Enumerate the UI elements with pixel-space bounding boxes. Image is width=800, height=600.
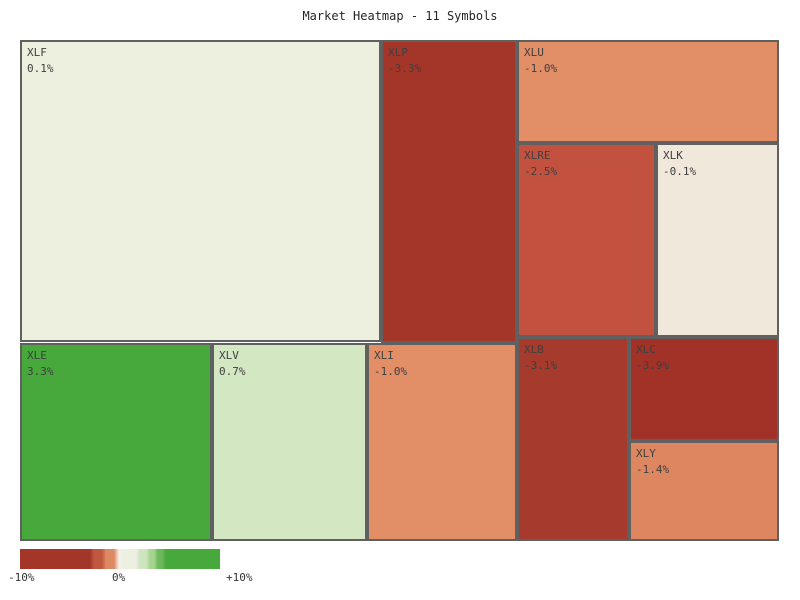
treemap-tile-xly[interactable]: XLY -1.4% [629, 441, 779, 541]
treemap-tile-xlb[interactable]: XLB -3.1% [517, 337, 629, 541]
tile-change: -3.3% [388, 62, 422, 75]
treemap-tile-xlp[interactable]: XLP -3.3% [381, 40, 517, 343]
treemap-tile-xlf[interactable]: XLF 0.1% [20, 40, 381, 342]
tile-symbol: XLV [219, 349, 239, 362]
treemap-tile-xlc[interactable]: XLC -3.9% [629, 337, 779, 441]
treemap-tile-xle[interactable]: XLE 3.3% [20, 343, 212, 541]
tile-change: 0.1% [27, 62, 54, 75]
page-title: Market Heatmap - 11 Symbols [302, 9, 498, 23]
tile-symbol: XLP [388, 46, 408, 59]
tile-change: -1.4% [636, 463, 670, 476]
tile-symbol: XLU [524, 46, 544, 59]
treemap-tile-xlv[interactable]: XLV 0.7% [212, 343, 367, 541]
tile-symbol: XLB [524, 343, 544, 356]
tile-symbol: XLI [374, 349, 394, 362]
tile-symbol: XLE [27, 349, 47, 362]
tile-change: 0.7% [219, 365, 246, 378]
tile-symbol: XLRE [524, 149, 551, 162]
tile-change: -3.1% [524, 359, 558, 372]
tile-symbol: XLY [636, 447, 656, 460]
legend-gradient-bar [20, 549, 220, 569]
legend-min-label: -10% [8, 571, 35, 584]
treemap-tile-xli[interactable]: XLI -1.0% [367, 343, 517, 541]
tile-change: -0.1% [663, 165, 697, 178]
tile-change: -2.5% [524, 165, 558, 178]
tile-symbol: XLK [663, 149, 683, 162]
tile-change: -1.0% [374, 365, 408, 378]
tile-symbol: XLC [636, 343, 656, 356]
tile-change: -3.9% [636, 359, 670, 372]
legend-max-label: +10% [226, 571, 253, 584]
treemap-tile-xlre[interactable]: XLRE -2.5% [517, 143, 656, 337]
tile-change: 3.3% [27, 365, 54, 378]
treemap-tile-xlk[interactable]: XLK -0.1% [656, 143, 779, 337]
treemap-tile-xlu[interactable]: XLU -1.0% [517, 40, 779, 143]
tile-symbol: XLF [27, 46, 47, 59]
tile-change: -1.0% [524, 62, 558, 75]
legend-zero-label: 0% [112, 571, 126, 584]
